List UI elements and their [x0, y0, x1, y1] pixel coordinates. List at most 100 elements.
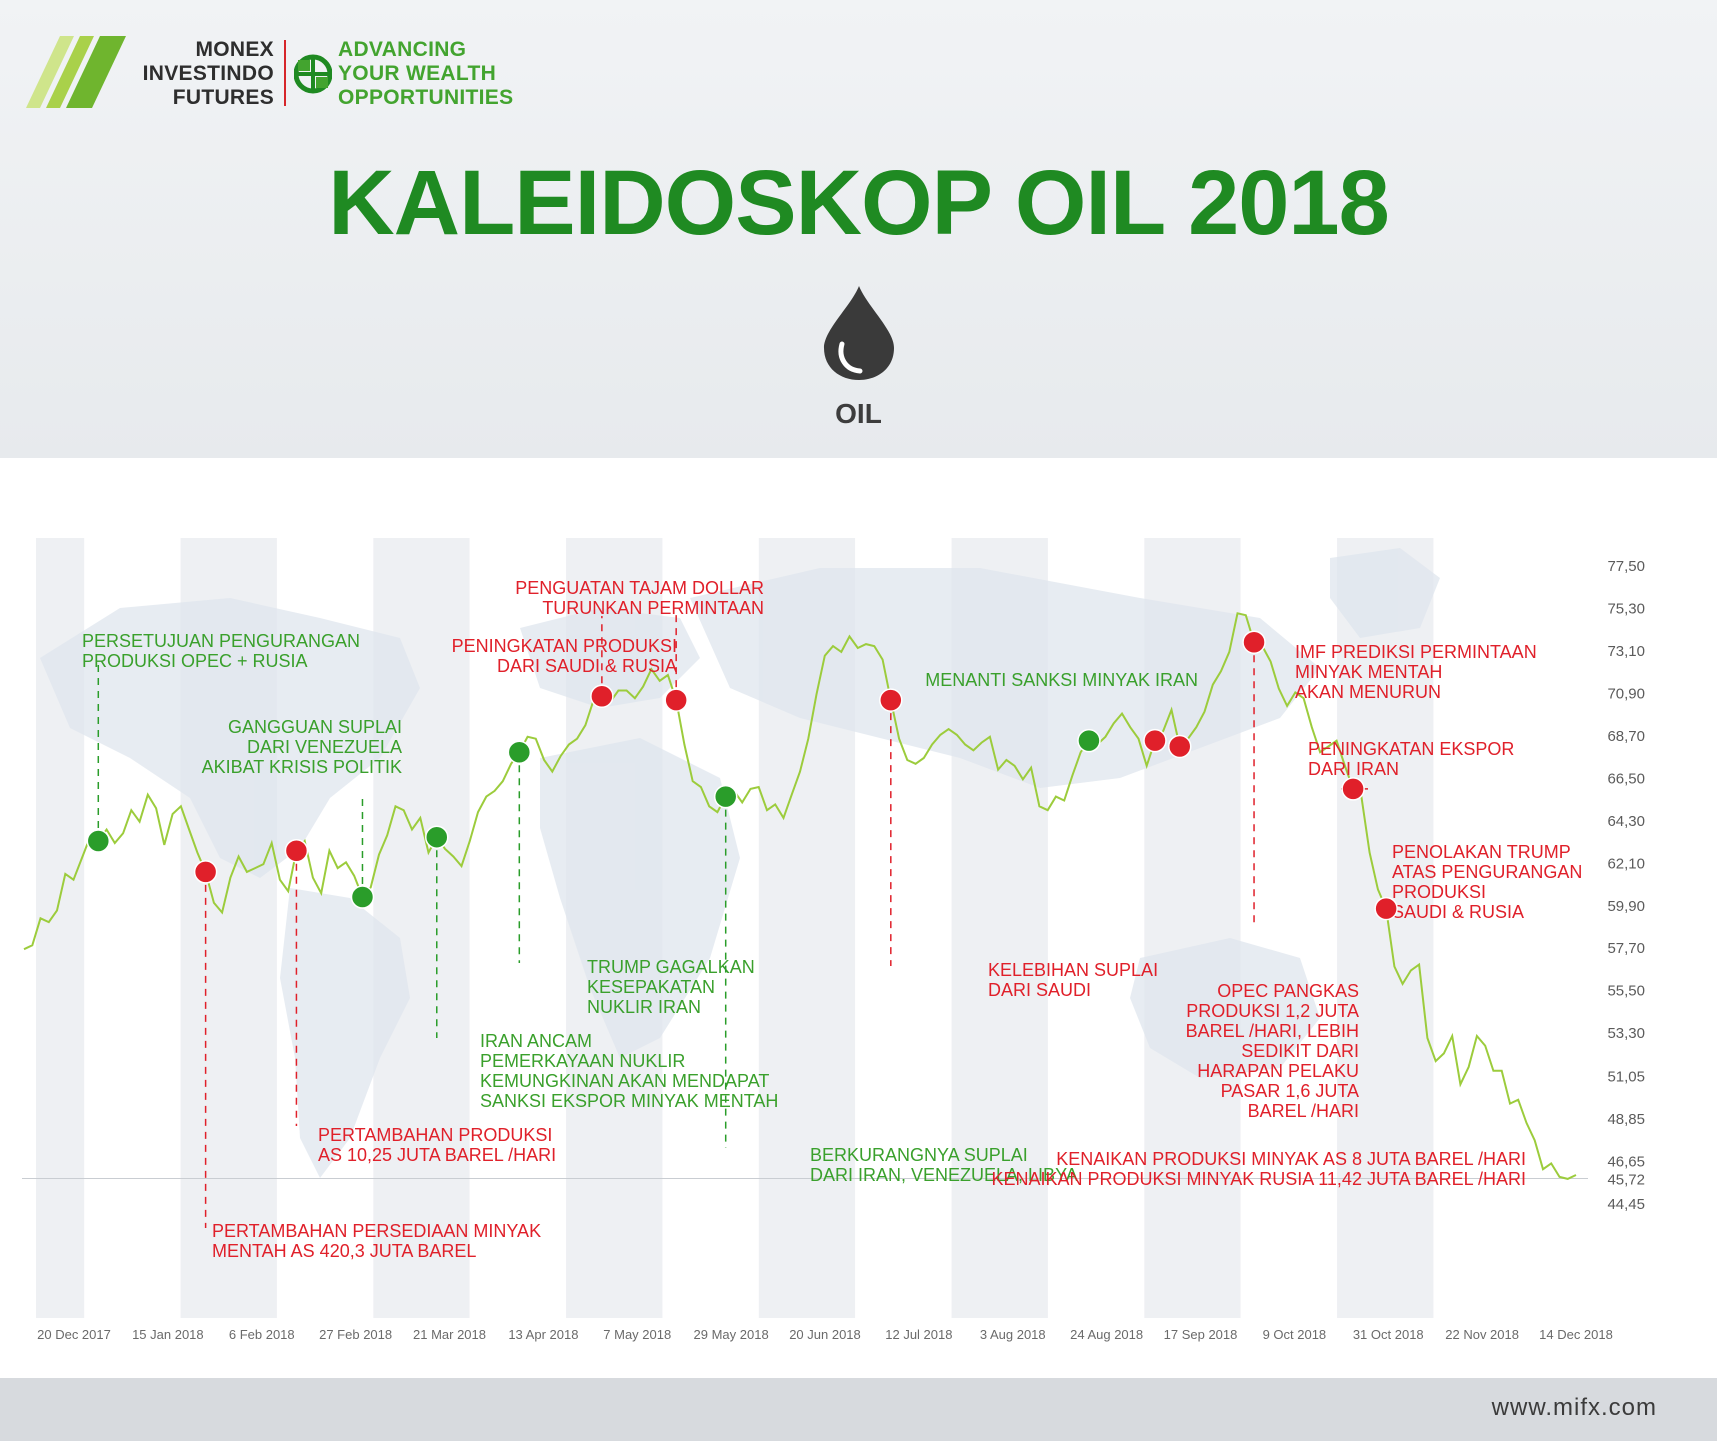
x-tick-label: 20 Jun 2018 — [789, 1327, 861, 1342]
event-label: PENINGKATAN EKSPOR DARI IRAN — [1308, 739, 1514, 779]
y-tick-label: 64,30 — [1607, 813, 1645, 830]
x-tick-label: 29 May 2018 — [694, 1327, 769, 1342]
event-negative: PENOLAKAN TRUMP ATAS PENGURANGAN PRODUKSI S… — [1242, 630, 1582, 926]
event-negative: PENINGKATAN PRODUKSI DARI SAUDI & RUSIA — [452, 616, 677, 709]
event-label: GANGGUAN SUPLAI DARI VENEZUELA AKIBAT KRIS… — [202, 717, 402, 777]
map-north-america — [40, 598, 420, 878]
x-tick-label: 20 Dec 2017 — [37, 1327, 111, 1342]
brand-name: MONEX INVESTINDO FUTURES — [134, 38, 274, 110]
event-label-line: DARI IRAN — [1308, 759, 1399, 779]
event-negative: PENINGKATAN EKSPOR DARI IRAN — [1167, 734, 1514, 779]
oil-drop-icon — [824, 286, 894, 380]
event-positive: BERKURANGNYA SUPLAI DARI IRAN, VENEZUELA,… — [713, 784, 1078, 1185]
event-label-line: PERSETUJUAN PENGURANGAN — [82, 631, 360, 651]
event-negative: PERTAMBAHAN PERSEDIAAN MINYAK MENTAH AS 4… — [193, 860, 541, 1261]
chart-svg: 77,50 75,30 73,10 70,90 68,70 66,50 64,30 62,10… — [22, 538, 1645, 1342]
map-greenland — [1330, 548, 1440, 638]
x-tick-label: 7 May 2018 — [603, 1327, 671, 1342]
map-europe — [520, 608, 700, 708]
x-tick-label: 21 Mar 2018 — [413, 1327, 486, 1342]
x-tick-label: 9 Oct 2018 — [1263, 1327, 1327, 1342]
y-tick-label: 45,72 — [1607, 1171, 1645, 1188]
event-label-line: AKAN MENURUN — [1295, 682, 1441, 702]
event-dot — [350, 885, 375, 909]
event-label-line: SAUDI & RUSIA — [1392, 902, 1524, 922]
y-tick-label: 53,30 — [1607, 1025, 1645, 1042]
event-label-line: AS 10,25 JUTA BAREL /HARI — [318, 1145, 556, 1165]
x-tick-label: 6 Feb 2018 — [229, 1327, 295, 1342]
event-label: MENANTI SANKSI MINYAK IRAN — [925, 670, 1198, 690]
event-label-line: BAREL /HARI, LEBIH — [1186, 1021, 1359, 1041]
brand-name-line-3: FUTURES — [172, 86, 274, 109]
y-tick-label: 48,85 — [1607, 1111, 1645, 1128]
event-positive: TRUMP GAGALKAN KESEPAKATAN NUKLIR IRAN — [507, 740, 755, 1017]
event-positive: IRAN ANCAM PEMERKAYAAN NUKLIR KEMUNGKINAN … — [425, 825, 778, 1111]
footer-bar: www.mifx.com — [0, 1378, 1717, 1441]
event-label-line: PENGUATAN TAJAM DOLLAR — [515, 578, 764, 598]
event-label-line: GANGGUAN SUPLAI — [228, 717, 402, 737]
event-label-line: PERTAMBAHAN PRODUKSI — [318, 1125, 552, 1145]
brand-tagline: ADVANCING YOUR WEALTH OPPORTUNITIES — [338, 38, 513, 110]
event-label-line: HARAPAN PELAKU — [1197, 1061, 1359, 1081]
x-tick-label: 27 Feb 2018 — [319, 1327, 392, 1342]
event-label-line: PASAR 1,6 JUTA — [1221, 1081, 1359, 1101]
event-label-line: TRUMP GAGALKAN — [587, 957, 755, 977]
event-label-line: MENTAH AS 420,3 JUTA BAREL — [212, 1241, 476, 1261]
brand-name-line-1: MONEX — [195, 38, 274, 61]
y-tick-label: 68,70 — [1607, 728, 1645, 745]
event-label-line: NUKLIR IRAN — [587, 997, 701, 1017]
oil-label: OIL — [835, 398, 882, 429]
y-tick-label: 46,65 — [1607, 1154, 1645, 1171]
event-positive: MENANTI SANKSI MINYAK IRAN — [925, 670, 1198, 753]
map-australia — [1130, 938, 1320, 1078]
event-label: PERTAMBAHAN PRODUKSI AS 10,25 JUTA BAREL … — [318, 1125, 556, 1165]
x-tick-label: 24 Aug 2018 — [1070, 1327, 1143, 1342]
event-label-line: IMF PREDIKSI PERMINTAAN — [1295, 642, 1537, 662]
event-negative: PERTAMBAHAN PRODUKSI AS 10,25 JUTA BAREL … — [284, 838, 556, 1165]
event-label-line: DARI VENEZUELA — [247, 737, 402, 757]
event-label-line: TURUNKAN PERMINTAAN — [542, 598, 764, 618]
chart-band — [1337, 538, 1434, 1318]
event-label-line: PRODUKSI 1,2 JUTA — [1186, 1001, 1359, 1021]
event-label-line: PENOLAKAN TRUMP — [1392, 842, 1571, 862]
footer-url[interactable]: www.mifx.com — [1491, 1394, 1657, 1421]
event-negative: PENGUATAN TAJAM DOLLAR TURUNKAN PERMINTAA… — [515, 578, 764, 712]
event-label-line: SANKSI EKSPOR MINYAK MENTAH — [480, 1091, 778, 1111]
event-label: PENGUATAN TAJAM DOLLAR TURUNKAN PERMINTAA… — [515, 578, 764, 618]
event-label: IRAN ANCAM PEMERKAYAAN NUKLIR KEMUNGKINAN … — [480, 1031, 778, 1111]
logo-stripes-icon — [26, 36, 126, 108]
monex-logo[interactable]: MONEX INVESTINDO FUTURES ADVANCING YOUR … — [26, 36, 513, 112]
event-label-line: KEMUNGKINAN AKAN MENDAPAT — [480, 1071, 769, 1091]
header-banner: MONEX INVESTINDO FUTURES ADVANCING YOUR … — [0, 0, 1717, 458]
y-tick-label: 57,70 — [1607, 940, 1645, 957]
y-tick-label: 44,45 — [1607, 1196, 1645, 1213]
event-negative: IMF PREDIKSI PERMINTAAN MINYAK MENTAH AKAN… — [1143, 642, 1537, 753]
event-label-line: PRODUKSI — [1392, 882, 1486, 902]
event-dot — [590, 684, 614, 709]
event-label-line: BAREL /HARI — [1248, 1101, 1359, 1121]
event-label: BERKURANGNYA SUPLAI DARI IRAN, VENEZUELA,… — [810, 1145, 1078, 1185]
event-dot — [284, 838, 309, 863]
event-label: KELEBIHAN SUPLAI DARI SAUDI — [988, 960, 1158, 1000]
event-label-line: KENAIKAN PRODUKSI MINYAK RUSIA 11,42 JUT… — [992, 1169, 1527, 1189]
event-label-line: BERKURANGNYA SUPLAI — [810, 1145, 1028, 1165]
event-dot — [1143, 728, 1167, 753]
event-dot — [425, 825, 449, 849]
x-axis-ticks: 20 Dec 2017 15 Jan 2018 6 Feb 2018 27 Feb 2… — [37, 1327, 1613, 1342]
event-dot — [507, 740, 532, 764]
logo-divider — [284, 40, 286, 106]
event-label: PENINGKATAN PRODUKSI DARI SAUDI & RUSIA — [452, 636, 677, 676]
event-positive: GANGGUAN SUPLAI DARI VENEZUELA AKIBAT KRIS… — [202, 717, 402, 909]
globe-icon — [294, 54, 332, 94]
event-label: KENAIKAN PRODUKSI MINYAK AS 8 JUTA BAREL… — [992, 1149, 1527, 1189]
y-tick-label: 55,50 — [1607, 983, 1645, 1000]
event-markers: PERSETUJUAN PENGURANGAN PRODUKSI OPEC + R… — [82, 578, 1582, 1261]
oil-price-line — [23, 612, 1577, 1180]
event-label-line: PERTAMBAHAN PERSEDIAAN MINYAK — [212, 1221, 541, 1241]
event-dot — [86, 829, 111, 853]
event-label-line: KELEBIHAN SUPLAI — [988, 960, 1158, 980]
event-dot — [1167, 734, 1192, 759]
event-negative: KELEBIHAN SUPLAI DARI SAUDI — [879, 688, 1158, 1000]
event-label: OPEC PANGKAS PRODUKSI 1,2 JUTA BAREL /HARI… — [1186, 981, 1359, 1121]
event-label-line: PENINGKATAN PRODUKSI — [452, 636, 677, 656]
